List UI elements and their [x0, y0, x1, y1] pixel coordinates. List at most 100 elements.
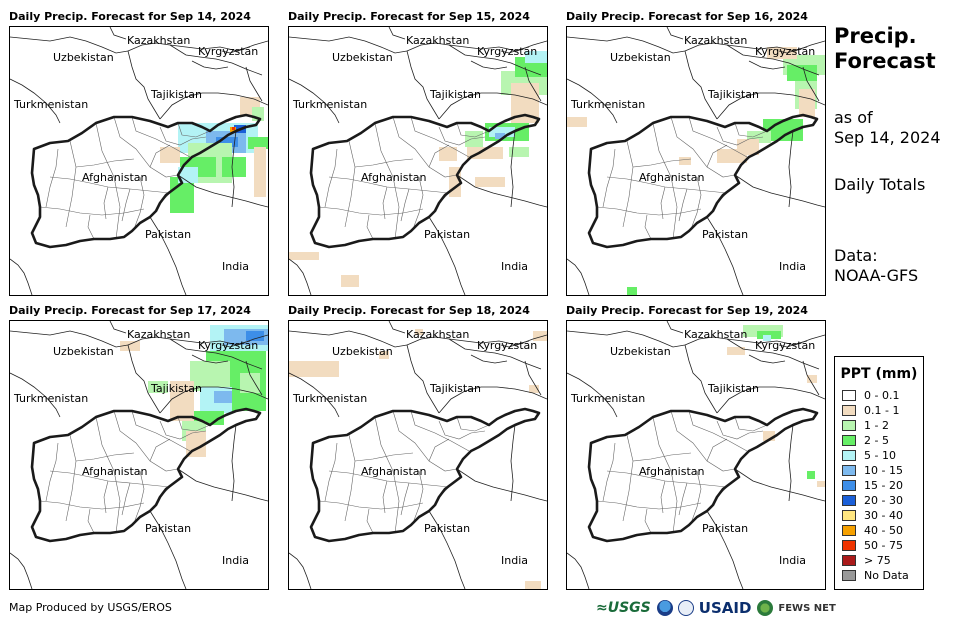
country-border-line	[778, 340, 808, 348]
country-border-line	[706, 510, 744, 589]
country-border-line	[448, 44, 542, 76]
legend-swatch	[842, 465, 856, 476]
country-label-india: India	[222, 260, 249, 273]
province-line	[716, 420, 764, 440]
province-line	[177, 122, 211, 138]
country-border-line	[10, 372, 61, 418]
legend-item: 10 - 15	[842, 463, 923, 478]
legend-label: 2 - 5	[864, 434, 889, 447]
country-border-line	[510, 424, 516, 502]
map-panel-sep-15: Kazakhstan Kyrgyzstan Uzbekistan Tajikistan…	[288, 26, 548, 296]
precip-cell	[341, 275, 359, 287]
afghanistan-boundary	[309, 407, 541, 543]
legend-label: 30 - 40	[864, 509, 903, 522]
country-label-afghanistan: Afghanistan	[639, 171, 705, 184]
logo-strip: ≈USGS USAID FEWS NET	[596, 598, 836, 618]
province-line	[366, 214, 374, 240]
country-label-uzbekistan: Uzbekistan	[610, 345, 671, 358]
country-border-line	[10, 36, 129, 54]
map-panel-sep-16: Kazakhstan Kyrgyzstan Uzbekistan Tajikistan…	[566, 26, 826, 296]
panel-title-sep-18: Daily Precip. Forecast for Sep 18, 2024	[288, 304, 530, 317]
province-line	[428, 144, 450, 168]
province-line	[690, 176, 702, 230]
country-border-line	[428, 510, 466, 589]
legend-label: 10 - 15	[864, 464, 903, 477]
province-line	[131, 410, 191, 452]
legend-label: 0 - 0.1	[864, 389, 900, 402]
country-border-line	[109, 321, 127, 334]
legend-label: No Data	[864, 569, 909, 582]
precip-cell	[489, 127, 515, 137]
province-line	[716, 126, 764, 146]
legend-label: 20 - 30	[864, 494, 903, 507]
country-border-line	[159, 92, 268, 120]
precip-cell	[289, 252, 319, 260]
country-label-kyrgyzstan: Kyrgyzstan	[477, 45, 537, 58]
country-border-line	[127, 344, 161, 414]
country-label-tajikistan: Tajikistan	[429, 382, 481, 395]
province-line	[670, 410, 736, 472]
country-label-pakistan: Pakistan	[424, 522, 470, 535]
country-border-line	[684, 344, 718, 414]
precip-cell	[254, 147, 266, 197]
precip-cell	[763, 119, 803, 141]
country-border-line	[10, 330, 129, 348]
precip-cell	[475, 177, 505, 187]
country-border-line	[510, 130, 516, 208]
country-border-line	[726, 338, 820, 370]
province-line	[622, 140, 634, 228]
country-border-line	[788, 424, 794, 502]
province-line	[382, 186, 388, 220]
province-line	[660, 480, 666, 514]
precip-field	[289, 329, 547, 589]
legend-item: 20 - 30	[842, 493, 923, 508]
legend-item: 1 - 2	[842, 418, 923, 433]
legend-swatch	[842, 510, 856, 521]
data-source: Data: NOAA-GFS	[834, 246, 918, 286]
country-label-kazakhstan: Kazakhstan	[406, 328, 469, 341]
country-label-turkmenistan: Turkmenistan	[570, 392, 645, 405]
province-line	[39, 500, 145, 510]
data-source-line1: Data:	[834, 246, 878, 265]
country-label-india: India	[222, 554, 249, 567]
province-line	[149, 438, 171, 462]
precip-cell	[232, 127, 235, 130]
as-of-date: Sep 14, 2024	[834, 128, 941, 147]
panel-title-sep-16: Daily Precip. Forecast for Sep 16, 2024	[566, 10, 808, 23]
country-label-turkmenistan: Turkmenistan	[13, 98, 88, 111]
panel-title-sep-17: Daily Precip. Forecast for Sep 17, 2024	[9, 304, 251, 317]
province-line	[652, 122, 678, 240]
country-border-line	[388, 321, 406, 334]
province-line	[596, 500, 702, 510]
province-line	[382, 480, 388, 514]
province-line	[670, 116, 736, 178]
country-border-line	[221, 46, 251, 54]
precip-cell	[495, 133, 505, 139]
province-line	[87, 214, 95, 240]
country-borders	[567, 27, 825, 295]
legend-label: 40 - 50	[864, 524, 903, 537]
country-label-tajikistan: Tajikistan	[707, 88, 759, 101]
afghanistan-boundary	[587, 407, 819, 543]
precip-field	[289, 51, 547, 287]
province-line	[318, 206, 424, 216]
legend-swatch	[842, 435, 856, 446]
precip-cell	[246, 331, 264, 341]
country-label-afghanistan: Afghanistan	[82, 465, 148, 478]
country-border-line	[231, 424, 237, 502]
country-border-line	[191, 354, 229, 364]
province-line	[438, 126, 486, 146]
province-line	[706, 144, 728, 168]
precip-cell	[467, 147, 503, 159]
as-of-line1: as of	[834, 108, 873, 127]
province-line	[95, 122, 121, 240]
province-boundaries	[318, 410, 490, 534]
country-border-line	[500, 46, 530, 54]
country-label-uzbekistan: Uzbekistan	[332, 51, 393, 64]
province-line	[602, 442, 616, 502]
precip-cell	[717, 149, 747, 163]
province-line	[45, 148, 59, 208]
country-border-line	[127, 50, 161, 120]
country-border-line	[428, 216, 466, 295]
province-line	[410, 410, 470, 452]
